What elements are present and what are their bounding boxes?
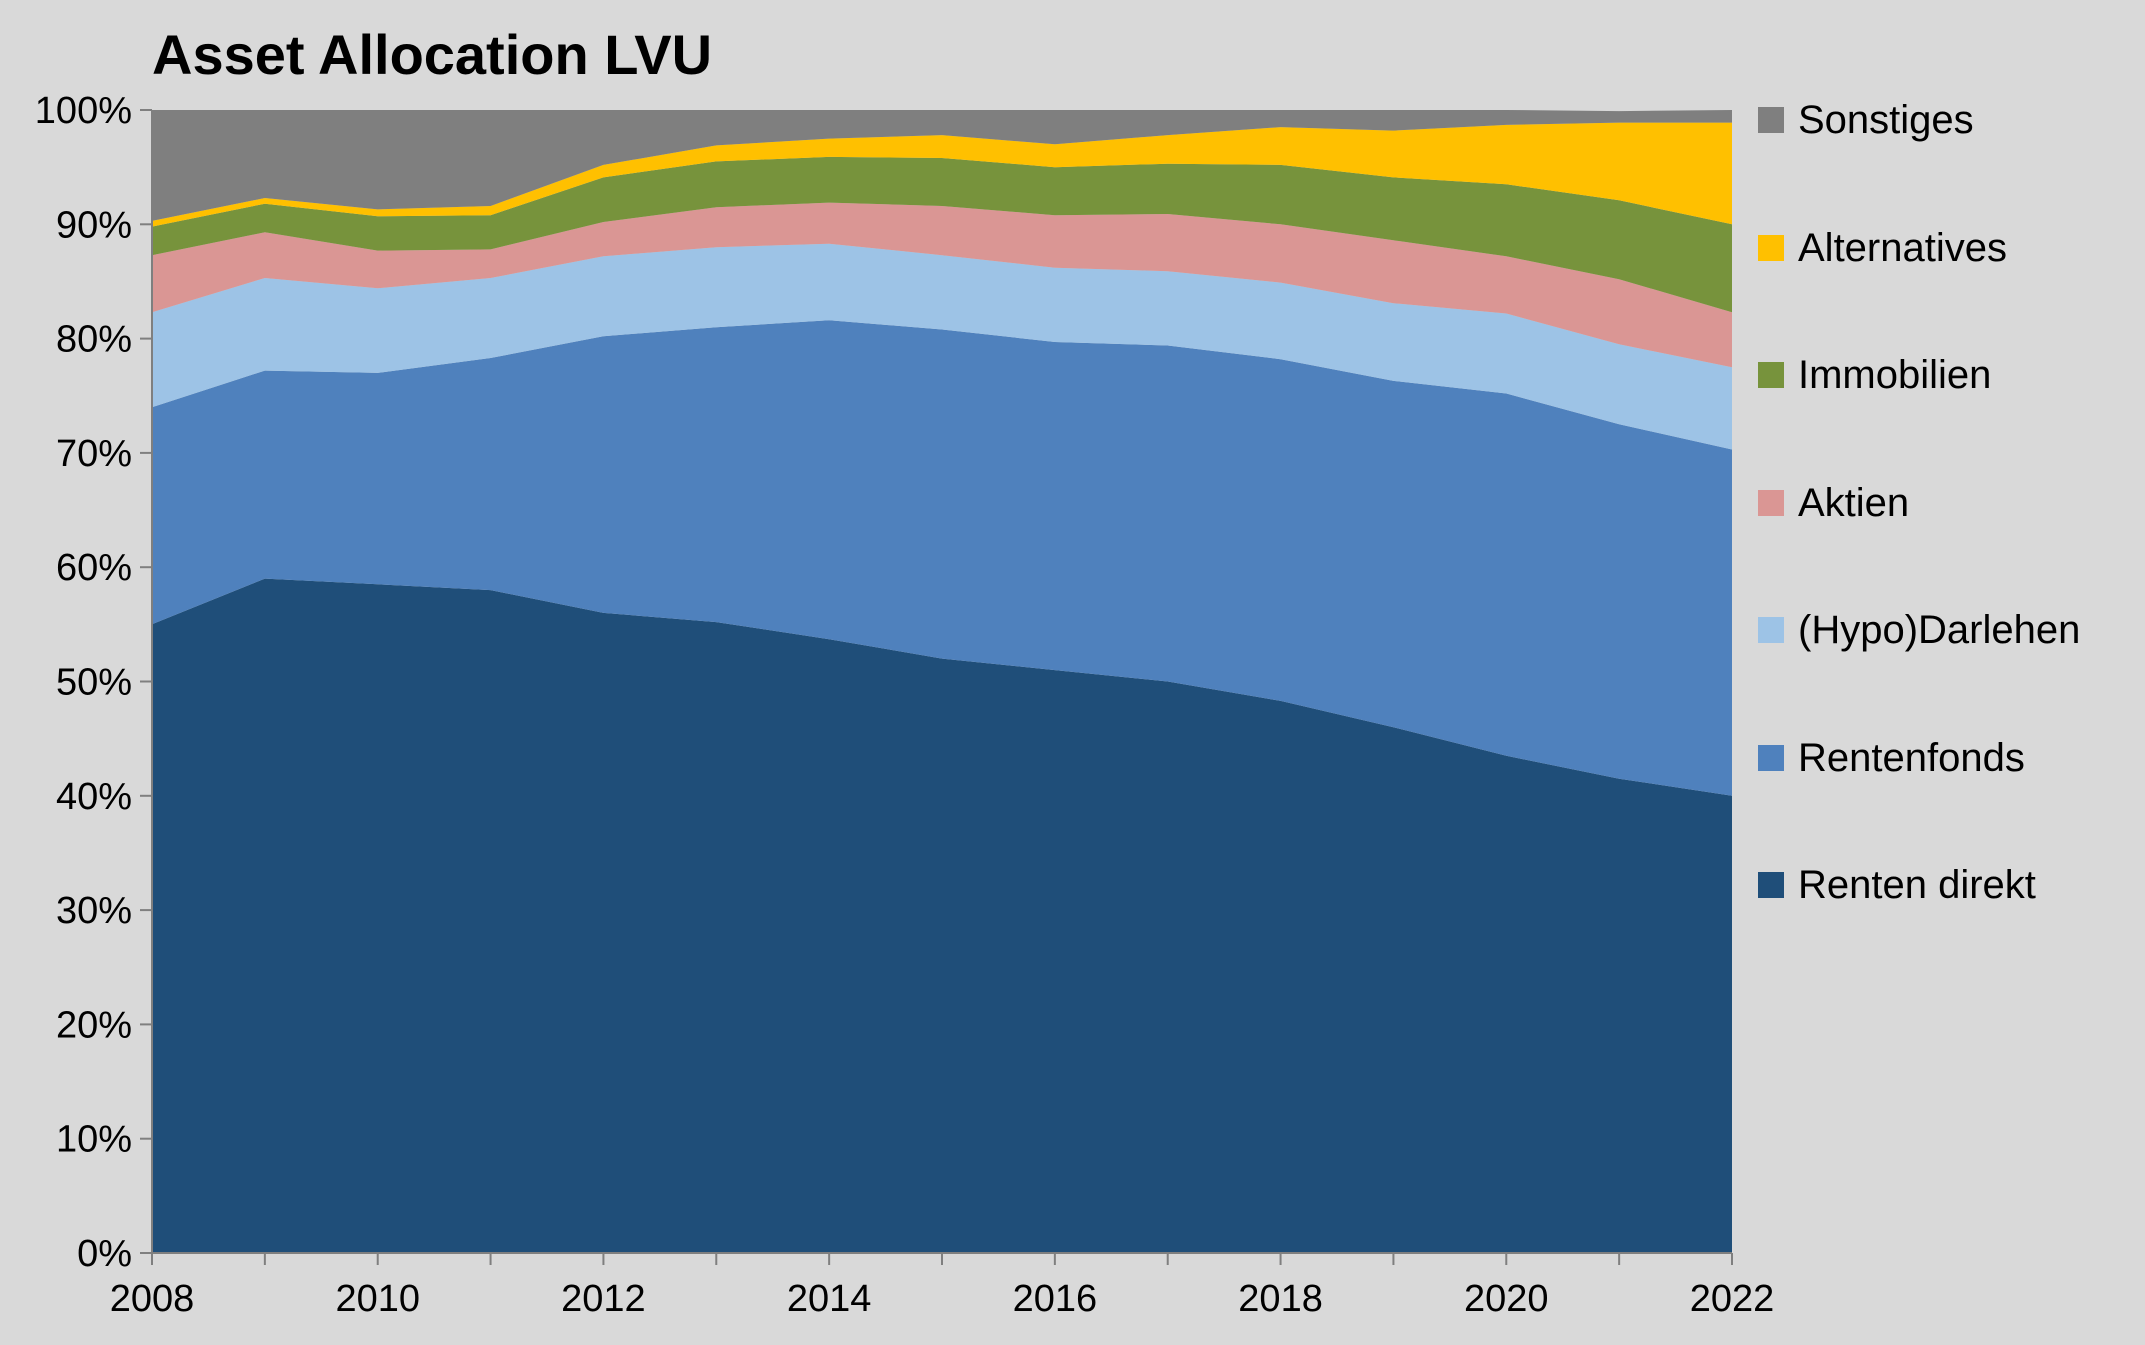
x-tick-label: 2012: [561, 1278, 646, 1320]
x-tick-label: 2016: [1013, 1278, 1098, 1320]
x-tick-label: 2022: [1690, 1278, 1775, 1320]
legend-swatch: [1758, 234, 1784, 261]
y-tick-label: 80%: [56, 319, 132, 361]
legend-label: Aktien: [1798, 480, 1910, 525]
area-hypo-darlehen: [152, 243, 1732, 450]
legend-label: (Hypo)Darlehen: [1798, 608, 2081, 652]
legend-label: Sonstiges: [1798, 98, 1974, 142]
area-alternatives: [152, 122, 1732, 227]
area-aktien: [152, 202, 1732, 368]
legend-label: Rentenfonds: [1798, 735, 2025, 780]
legend-swatch: [1758, 489, 1784, 516]
x-tick-label: 2010: [335, 1278, 420, 1320]
area-rentenfonds: [152, 320, 1732, 796]
legend-label: Alternatives: [1798, 225, 2007, 270]
y-tick-label: 90%: [56, 204, 132, 246]
legend-swatch: [1758, 617, 1784, 643]
legend-swatch: [1758, 107, 1784, 133]
y-tick-label: 60%: [56, 547, 132, 589]
x-tick-label: 2020: [1464, 1278, 1549, 1320]
legend-swatch: [1758, 744, 1784, 771]
legend-label: Renten direkt: [1798, 863, 2036, 907]
legend-swatch: [1758, 362, 1784, 388]
x-tick-label: 2014: [787, 1278, 872, 1320]
y-tick-label: 0%: [77, 1233, 132, 1275]
y-tick-label: 40%: [56, 776, 132, 818]
x-tick-label: 2018: [1238, 1278, 1323, 1320]
y-tick-label: 20%: [56, 1004, 132, 1046]
y-tick-label: 70%: [56, 433, 132, 475]
legend-label: Immobilien: [1798, 353, 1992, 397]
chart-title: Asset Allocation LVU: [152, 23, 713, 86]
y-tick-label: 100%: [35, 90, 132, 132]
legend-swatch: [1758, 872, 1784, 898]
x-tick-label: 2008: [110, 1278, 195, 1320]
area-sonstiges: [152, 110, 1732, 221]
area-renten-direkt: [152, 578, 1732, 1253]
y-tick-label: 50%: [56, 662, 132, 704]
y-tick-label: 30%: [56, 890, 132, 932]
area-immobilien: [152, 156, 1732, 313]
y-tick-label: 10%: [56, 1119, 132, 1161]
